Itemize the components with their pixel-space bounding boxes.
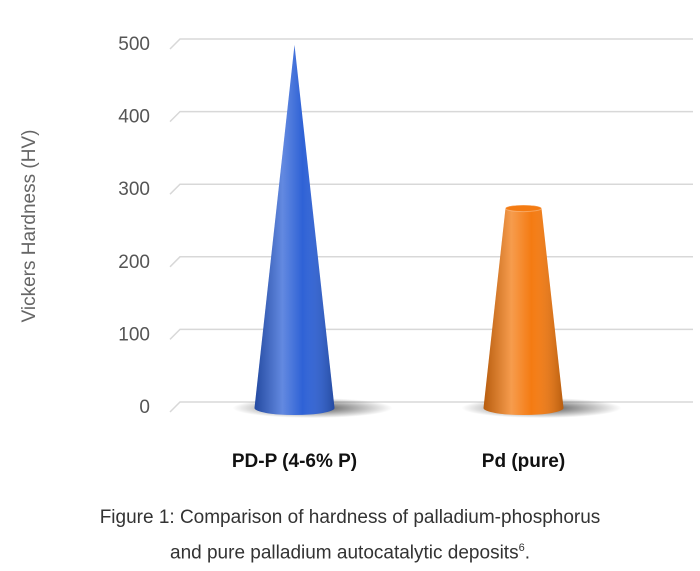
caption: Figure 1: Comparison of hardness of pall… xyxy=(0,502,700,568)
caption-end: . xyxy=(524,542,530,564)
y-tick-label: 400 xyxy=(118,107,150,128)
grid-line xyxy=(169,256,693,268)
grid-line xyxy=(169,183,693,195)
x-tick-label: PD-P (4-6% P) xyxy=(232,451,357,472)
x-tick-label: Pd (pure) xyxy=(482,451,565,472)
y-tick-label: 100 xyxy=(118,324,150,345)
cone-shade xyxy=(483,205,564,416)
grid-line xyxy=(169,110,693,123)
chart: Vickers Hardness (HV) 0 100 200 300 400 500 PD… xyxy=(19,34,693,472)
cone-shade xyxy=(254,45,335,416)
grid-line xyxy=(169,38,693,50)
y-axis-label: Vickers Hardness (HV) xyxy=(19,130,40,323)
y-tick-label: 500 xyxy=(118,34,150,55)
caption-line: Figure 1: Comparison of hardness of pall… xyxy=(99,507,601,528)
y-tick-label: 200 xyxy=(118,252,150,273)
caption-text: and pure palladium autocatalytic deposit… xyxy=(170,542,519,564)
caption-ref: 6 xyxy=(518,542,525,554)
caption-line: and pure palladium autocatalytic deposit… xyxy=(0,533,700,568)
grid-line xyxy=(169,328,693,340)
y-tick-label: 300 xyxy=(118,179,150,200)
y-tick-label: 0 xyxy=(139,397,150,418)
cone-top xyxy=(505,204,542,213)
